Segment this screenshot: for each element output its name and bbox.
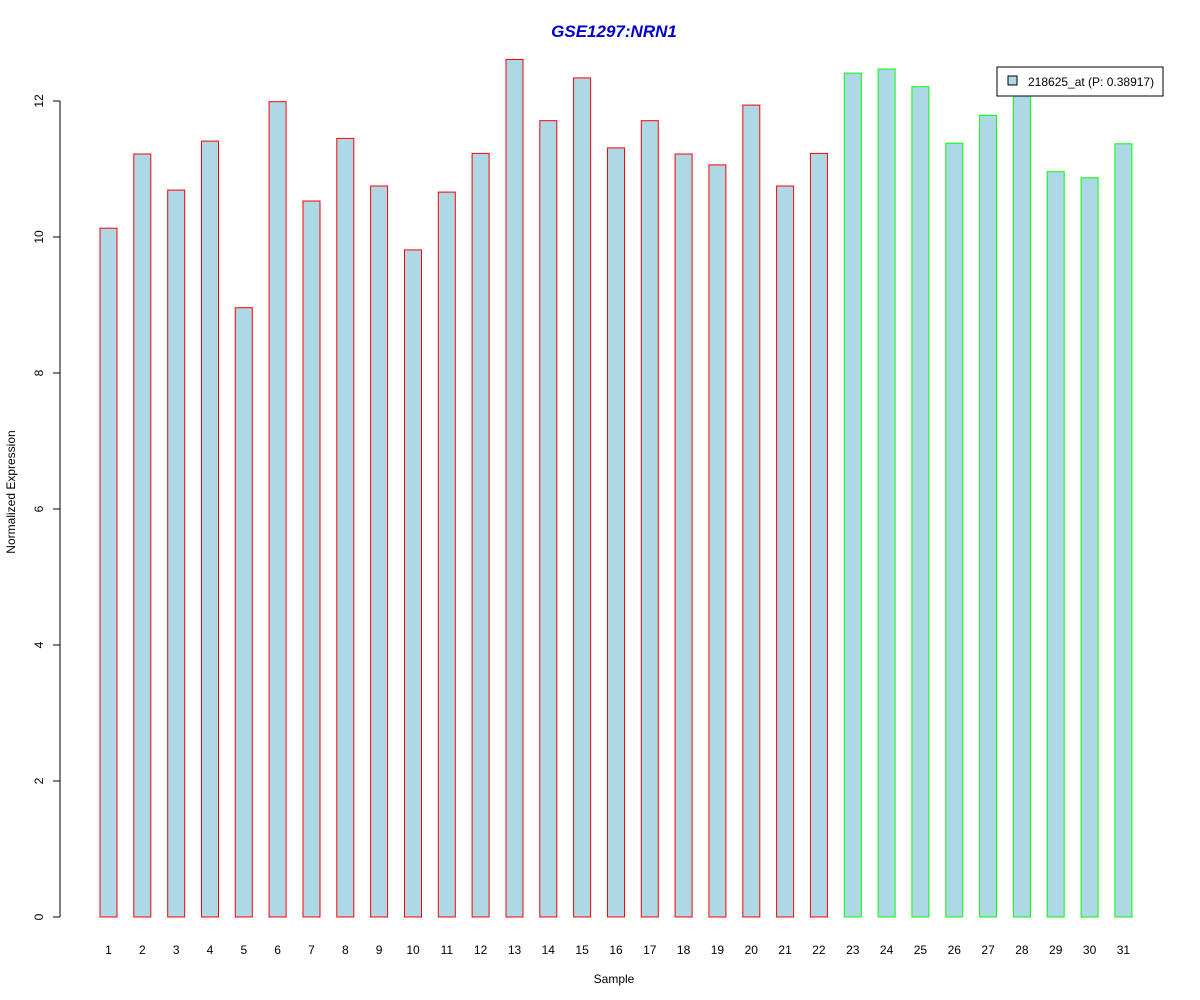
bars — [99, 59, 1133, 918]
bar-sample-26 — [945, 142, 964, 918]
bar-sample-12 — [471, 152, 490, 918]
x-tick-label: 7 — [308, 943, 315, 957]
bar-sample-3 — [167, 189, 186, 918]
bar-sample-22 — [809, 152, 828, 918]
bar-sample-19 — [708, 164, 727, 918]
legend: 218625_at (P: 0.38917) — [996, 66, 1164, 97]
bar-sample-10 — [404, 249, 422, 918]
x-tick-label: 6 — [274, 943, 281, 957]
x-tick-label: 1 — [105, 943, 112, 957]
x-tick-label: 10 — [406, 943, 420, 957]
y-tick-label: 8 — [32, 369, 46, 376]
x-tick-label: 24 — [880, 943, 894, 957]
x-tick-label: 25 — [914, 943, 928, 957]
x-tick-label: 11 — [441, 943, 454, 957]
bar-sample-5 — [234, 307, 253, 918]
bar-sample-7 — [302, 200, 321, 918]
x-tick-label: 18 — [677, 943, 691, 957]
bar-sample-8 — [336, 137, 355, 918]
bar-sample-27 — [979, 114, 998, 918]
legend-label: 218625_at (P: 0.38917) — [1028, 75, 1154, 89]
x-tick-label: 21 — [778, 943, 792, 957]
x-tick-label: 13 — [508, 943, 522, 957]
bar-sample-24 — [877, 68, 896, 918]
y-tick-label: 0 — [32, 913, 46, 920]
y-tick-label: 10 — [32, 230, 46, 244]
x-tick-label: 16 — [609, 943, 623, 957]
x-tick-label: 2 — [139, 943, 146, 957]
x-tick-label: 29 — [1049, 943, 1063, 957]
x-tick-label: 4 — [207, 943, 214, 957]
x-tick-label: 20 — [745, 943, 759, 957]
x-tick-label: 19 — [711, 943, 725, 957]
x-tick-label: 28 — [1015, 943, 1029, 957]
x-tick-label: 30 — [1083, 943, 1097, 957]
bar-sample-15 — [573, 77, 592, 918]
x-tick-label: 5 — [240, 943, 247, 957]
bar-sample-28 — [1012, 93, 1031, 918]
bar-sample-9 — [370, 185, 389, 918]
x-tick-label: 3 — [173, 943, 180, 957]
y-tick-label: 2 — [32, 777, 46, 784]
bar-sample-1 — [99, 227, 118, 918]
x-tick-label: 22 — [812, 943, 826, 957]
bar-sample-6 — [268, 101, 287, 918]
bar-sample-21 — [776, 185, 795, 918]
bar-sample-30 — [1080, 177, 1099, 918]
x-axis-title: Sample — [594, 972, 635, 986]
bar-sample-23 — [843, 72, 862, 918]
x-tick-label: 17 — [643, 943, 657, 957]
x-tick-label: 8 — [342, 943, 349, 957]
x-tick-label: 31 — [1117, 943, 1131, 957]
x-tick-label: 23 — [846, 943, 860, 957]
bar-sample-29 — [1046, 171, 1065, 918]
x-tick-label: 27 — [981, 943, 995, 957]
bar-sample-25 — [911, 86, 930, 918]
y-tick-label: 12 — [32, 94, 46, 108]
bar-sample-11 — [437, 191, 456, 918]
bar-sample-17 — [640, 120, 659, 918]
y-tick-label: 6 — [32, 505, 46, 512]
bar-sample-4 — [201, 140, 219, 918]
bar-sample-20 — [742, 104, 761, 918]
x-tick-label: 12 — [474, 943, 488, 957]
legend-swatch — [1007, 75, 1018, 86]
y-tick-label: 4 — [32, 641, 46, 648]
y-axis: 0 2 4 6 8 10 12 — [32, 94, 61, 920]
bar-sample-14 — [539, 120, 558, 918]
chart-title: GSE1297:NRN1 — [551, 22, 677, 41]
x-tick-label: 15 — [575, 943, 589, 957]
legend-box — [996, 66, 1164, 97]
x-tick-label: 14 — [542, 943, 556, 957]
bar-sample-13 — [505, 59, 524, 918]
y-axis-title: Normalized Expression — [4, 430, 18, 553]
bar-sample-2 — [133, 153, 152, 918]
x-tick-label: 9 — [376, 943, 383, 957]
x-tick-label: 26 — [948, 943, 962, 957]
bar-sample-16 — [607, 147, 625, 918]
x-tick-labels: 1 2 3 4 5 6 7 8 9 10 11 12 13 14 15 16 17 18 19 20 21 22 23 24 2… — [105, 943, 1130, 957]
bar-sample-31 — [1114, 143, 1133, 918]
bar-sample-18 — [674, 153, 693, 918]
